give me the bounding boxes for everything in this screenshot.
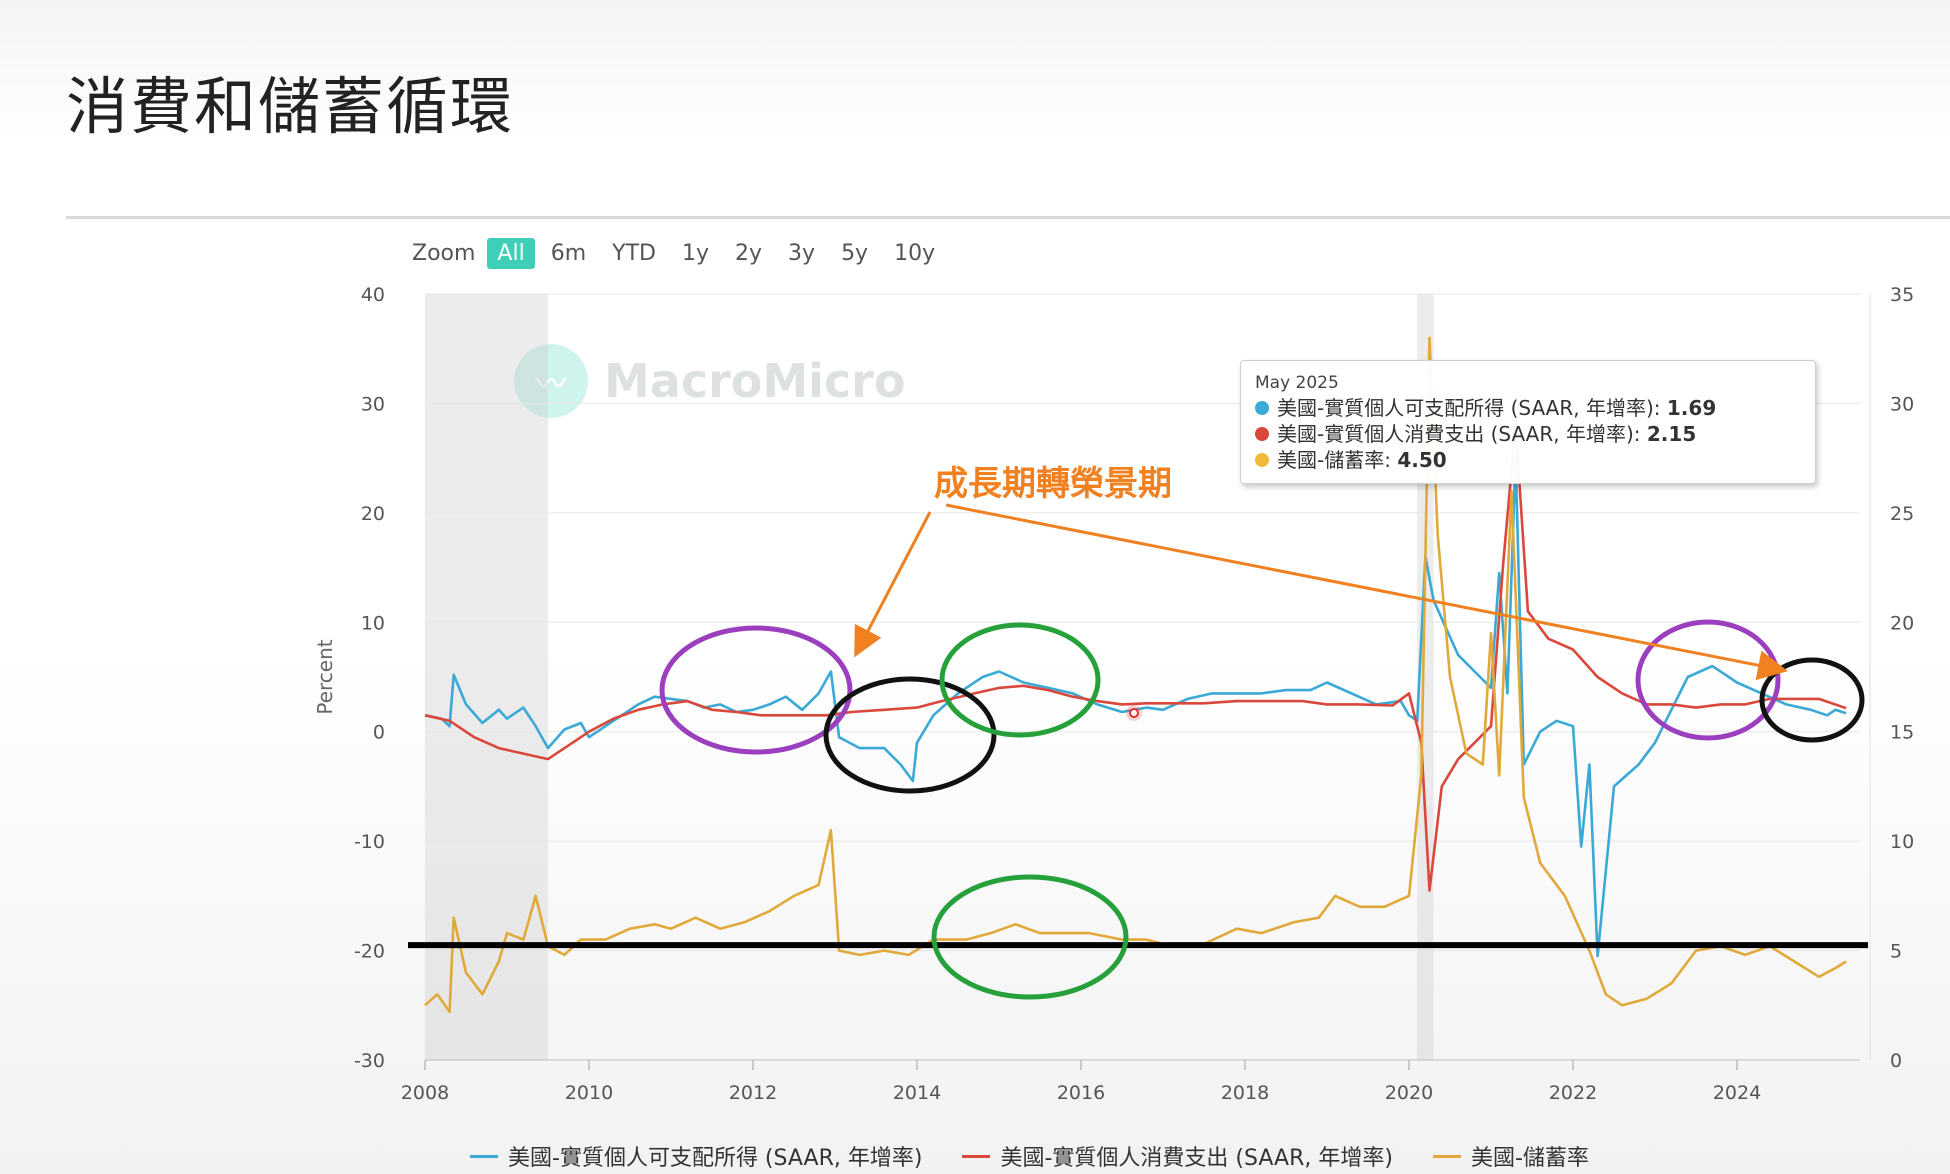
- tooltip-dot-icon: [1255, 400, 1269, 415]
- chart-tooltip: May 2025 美國-實質個人可支配所得 (SAAR, 年增率): 1.69 …: [1240, 360, 1816, 484]
- tooltip-dot-icon: [1255, 426, 1269, 441]
- x-tick-label: 2008: [401, 1082, 449, 1104]
- y-tick-label-left: 20: [361, 503, 385, 525]
- x-tick-label: 2012: [729, 1082, 777, 1104]
- y-axis-title: Percent: [313, 639, 337, 714]
- x-tick-label: 2022: [1549, 1082, 1597, 1104]
- zoom-button-5y[interactable]: 5y: [841, 240, 869, 266]
- y-tick-label-right: 30: [1890, 393, 1914, 415]
- zoom-label: Zoom: [412, 240, 476, 266]
- tooltip-row-consumption: 美國-實質個人消費支出 (SAAR, 年增率): 2.15: [1255, 421, 1801, 447]
- legend-item-consumption[interactable]: 美國-實質個人消費支出 (SAAR, 年增率): [962, 1140, 1393, 1172]
- annotation-label: 成長期轉榮景期: [934, 464, 1172, 504]
- highlight-ellipse-purple: [1635, 619, 1781, 741]
- tooltip-value: 2.15: [1646, 422, 1697, 446]
- legend-item-income[interactable]: 美國-實質個人可支配所得 (SAAR, 年增率): [470, 1140, 922, 1172]
- zoom-button-10y[interactable]: 10y: [894, 240, 936, 266]
- x-tick-label: 2024: [1713, 1082, 1761, 1104]
- y-tick-label-left: 30: [361, 393, 385, 415]
- tooltip-dot-icon: [1255, 452, 1269, 467]
- x-tick-label: 2020: [1385, 1082, 1433, 1104]
- y-tick-label-left: 40: [361, 284, 385, 306]
- x-tick-label: 2018: [1221, 1082, 1269, 1104]
- y-tick-label-left: 10: [361, 612, 385, 634]
- highlight-ellipse-purple: [659, 625, 853, 755]
- zoom-button-all[interactable]: All: [487, 237, 535, 269]
- legend-label: 美國-實質個人消費支出 (SAAR, 年增率): [1000, 1146, 1393, 1171]
- y-tick-label-left: -10: [354, 831, 385, 853]
- series-line-1: [424, 424, 1847, 892]
- legend-label: 美國-儲蓄率: [1470, 1146, 1589, 1171]
- y-tick-label-right: 25: [1890, 503, 1914, 525]
- y-tick-label-left: -30: [354, 1050, 385, 1072]
- hover-marker: [1129, 708, 1139, 718]
- legend-label: 美國-實質個人可支配所得 (SAAR, 年增率): [508, 1146, 923, 1171]
- y-tick-label-left: -20: [354, 941, 385, 963]
- x-tick-label: 2014: [893, 1082, 941, 1104]
- tooltip-date: May 2025: [1255, 373, 1339, 393]
- annotation-arrow: [945, 503, 1788, 681]
- series-line-0: [424, 456, 1847, 958]
- annotation-arrow: [854, 511, 932, 658]
- x-tick-label: 2016: [1057, 1082, 1105, 1104]
- watermark-logo-icon: 〰: [514, 344, 588, 418]
- legend-line-icon: [470, 1154, 498, 1158]
- zoom-button-2y[interactable]: 2y: [735, 240, 763, 266]
- zoom-button-3y[interactable]: 3y: [788, 240, 816, 266]
- tooltip-value: 1.69: [1666, 396, 1717, 420]
- watermark: 〰 MacroMicro: [514, 344, 905, 418]
- tooltip-series-name: 美國-儲蓄率: [1277, 448, 1385, 472]
- y-tick-label-right: 35: [1890, 284, 1914, 306]
- highlight-ellipse-black: [823, 676, 997, 794]
- y-tick-label-right: 10: [1890, 831, 1914, 853]
- y-tick-label-right: 0: [1890, 1050, 1902, 1072]
- zoom-button-6m[interactable]: 6m: [550, 240, 587, 266]
- tooltip-series-name: 美國-實質個人消費支出 (SAAR, 年增率): [1277, 422, 1634, 446]
- chart-legend: 美國-實質個人可支配所得 (SAAR, 年增率) 美國-實質個人消費支出 (SA…: [470, 1140, 1589, 1172]
- highlight-ellipse-green: [939, 622, 1101, 738]
- zoom-bar: Zoom All 6m YTD 1y 2y 3y 5y 10y: [412, 236, 951, 270]
- watermark-text: MacroMicro: [604, 354, 906, 408]
- tooltip-row-income: 美國-實質個人可支配所得 (SAAR, 年增率): 1.69: [1255, 395, 1801, 421]
- tooltip-series-name: 美國-實質個人可支配所得 (SAAR, 年增率): [1277, 396, 1654, 420]
- y-tick-label-left: 0: [373, 722, 385, 744]
- y-tick-label-right: 5: [1890, 941, 1902, 963]
- legend-line-icon: [1432, 1154, 1461, 1158]
- y-tick-label-right: 15: [1890, 722, 1914, 744]
- title-divider: [66, 216, 1950, 219]
- highlight-ellipse-green: [931, 874, 1129, 1000]
- x-tick-label: 2010: [565, 1082, 613, 1104]
- highlight-ellipse-black: [1759, 657, 1865, 743]
- recession-shade: [425, 294, 548, 1060]
- legend-line-icon: [962, 1154, 991, 1158]
- y-tick-label-right: 20: [1890, 612, 1914, 634]
- page-title: 消費和儲蓄循環: [66, 70, 515, 143]
- zoom-button-ytd[interactable]: YTD: [612, 240, 656, 266]
- zoom-button-1y[interactable]: 1y: [681, 240, 709, 266]
- tooltip-value: 4.50: [1397, 448, 1447, 472]
- legend-item-saving[interactable]: 美國-儲蓄率: [1432, 1140, 1589, 1172]
- tooltip-row-saving: 美國-儲蓄率: 4.50: [1255, 447, 1801, 473]
